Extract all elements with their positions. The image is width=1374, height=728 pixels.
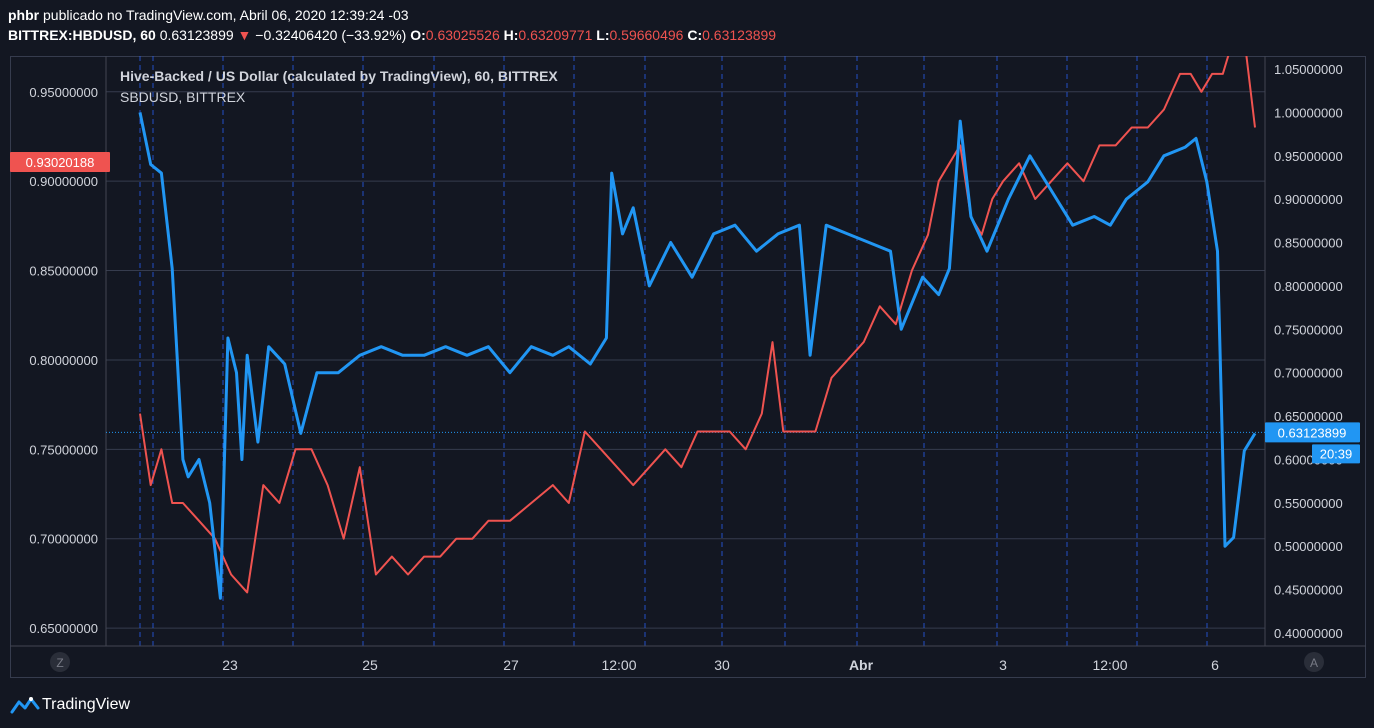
left-tick-label: 0.75000000 — [29, 442, 98, 457]
high-value: 0.63209771 — [518, 27, 593, 43]
right-last-price-text: 0.63123899 — [1278, 425, 1347, 440]
left-tick-label: 0.85000000 — [29, 264, 98, 279]
hbdusd-line — [138, 112, 1257, 600]
right-tick-label: 0.50000000 — [1274, 539, 1343, 554]
footer: TradingView — [10, 692, 130, 718]
footer-brand[interactable]: TradingView — [42, 696, 131, 713]
close-label: C: — [687, 27, 703, 43]
left-tick-label: 0.95000000 — [29, 85, 98, 100]
chart-frame[interactable]: 0.65000000 0.70000000 0.75000000 0.80000000… — [10, 37, 1366, 678]
right-tick-label: 0.90000000 — [1274, 192, 1343, 207]
right-tick-label: 1.05000000 — [1274, 62, 1343, 77]
series-layer — [138, 37, 1257, 600]
time-axis[interactable]: 23 25 27 12:00 30 Abr 3 12:00 6 — [222, 657, 1219, 673]
time-tick-label: 23 — [222, 657, 238, 673]
right-axis-button-bg — [1304, 652, 1324, 672]
tradingview-logo-icon[interactable] — [10, 695, 40, 715]
countdown-text: 20:39 — [1320, 446, 1353, 461]
right-tick-label: 0.75000000 — [1274, 322, 1343, 337]
right-tick-label: 0.55000000 — [1274, 496, 1343, 511]
right-tick-label: 1.00000000 — [1274, 105, 1343, 120]
legend-overlay[interactable]: SBDUSD, BITTREX — [120, 89, 246, 105]
publish-line: phbr publicado no TradingView.com, Abril… — [8, 6, 776, 24]
publish-info: publicado no TradingView.com, Abril 06, … — [43, 7, 409, 23]
left-tick-label: 0.90000000 — [29, 174, 98, 189]
low-label: L: — [596, 27, 610, 43]
right-axis-mode-button[interactable]: A — [1304, 652, 1324, 672]
right-axis-button-label: A — [1310, 656, 1318, 670]
time-tick-label: 12:00 — [1092, 657, 1127, 673]
time-tick-label: Abr — [849, 657, 874, 673]
high-label: H: — [503, 27, 519, 43]
left-tick-label: 0.70000000 — [29, 532, 98, 547]
time-tick-label: 25 — [362, 657, 378, 673]
right-tick-label: 0.80000000 — [1274, 279, 1343, 294]
left-price-axis[interactable]: 0.65000000 0.70000000 0.75000000 0.80000000… — [29, 85, 98, 636]
time-tick-label: 3 — [999, 657, 1007, 673]
right-tick-label: 0.65000000 — [1274, 409, 1343, 424]
price-badges: 0.63123899 20:39 0.93020188 — [10, 152, 1360, 464]
right-last-price-badge — [1265, 422, 1360, 443]
time-tick-label: 27 — [503, 657, 519, 673]
right-tick-label: 0.85000000 — [1274, 236, 1343, 251]
last-price: 0.63123899 — [159, 27, 234, 43]
left-axis-button-label: Z — [56, 656, 63, 670]
chart-canvas[interactable]: 0.65000000 0.70000000 0.75000000 0.80000000… — [10, 37, 1366, 678]
time-tick-label: 6 — [1211, 657, 1219, 673]
left-tick-label: 0.65000000 — [29, 621, 98, 636]
price-change: −0.32406420 (−33.92%) — [255, 27, 407, 43]
right-price-axis[interactable]: 0.40000000 0.45000000 0.50000000 0.55000000… — [1274, 62, 1343, 641]
right-tick-label: 0.95000000 — [1274, 149, 1343, 164]
left-last-price-badge — [10, 152, 110, 172]
chart-header: phbr publicado no TradingView.com, Abril… — [8, 6, 776, 44]
time-tick-label: 30 — [714, 657, 730, 673]
symbol-line: BITTREX:HBDUSD, 60 0.63123899 ▼ −0.32406… — [8, 26, 776, 44]
right-tick-label: 0.40000000 — [1274, 626, 1343, 641]
right-tick-label: 0.70000000 — [1274, 366, 1343, 381]
time-tick-label: 12:00 — [601, 657, 636, 673]
symbol-name: BITTREX:HBDUSD, 60 — [8, 27, 156, 43]
legend-main[interactable]: Hive-Backed / US Dollar (calculated by T… — [120, 68, 558, 84]
author-name[interactable]: phbr — [8, 7, 40, 23]
countdown-badge — [1312, 444, 1360, 464]
open-value: 0.63025526 — [425, 27, 500, 43]
open-label: O: — [410, 27, 426, 43]
left-axis-button-bg — [50, 652, 70, 672]
sbdusd-line — [139, 37, 1256, 594]
left-last-price-text: 0.93020188 — [26, 155, 95, 170]
vertical-session-lines — [139, 56, 1208, 646]
left-axis-mode-button[interactable]: Z — [50, 652, 70, 672]
low-value: 0.59660496 — [609, 27, 684, 43]
close-value: 0.63123899 — [702, 27, 777, 43]
right-tick-label: 0.45000000 — [1274, 583, 1343, 598]
change-down-icon: ▼ — [237, 27, 252, 43]
left-tick-label: 0.80000000 — [29, 353, 98, 368]
chart-border — [10, 56, 1366, 678]
